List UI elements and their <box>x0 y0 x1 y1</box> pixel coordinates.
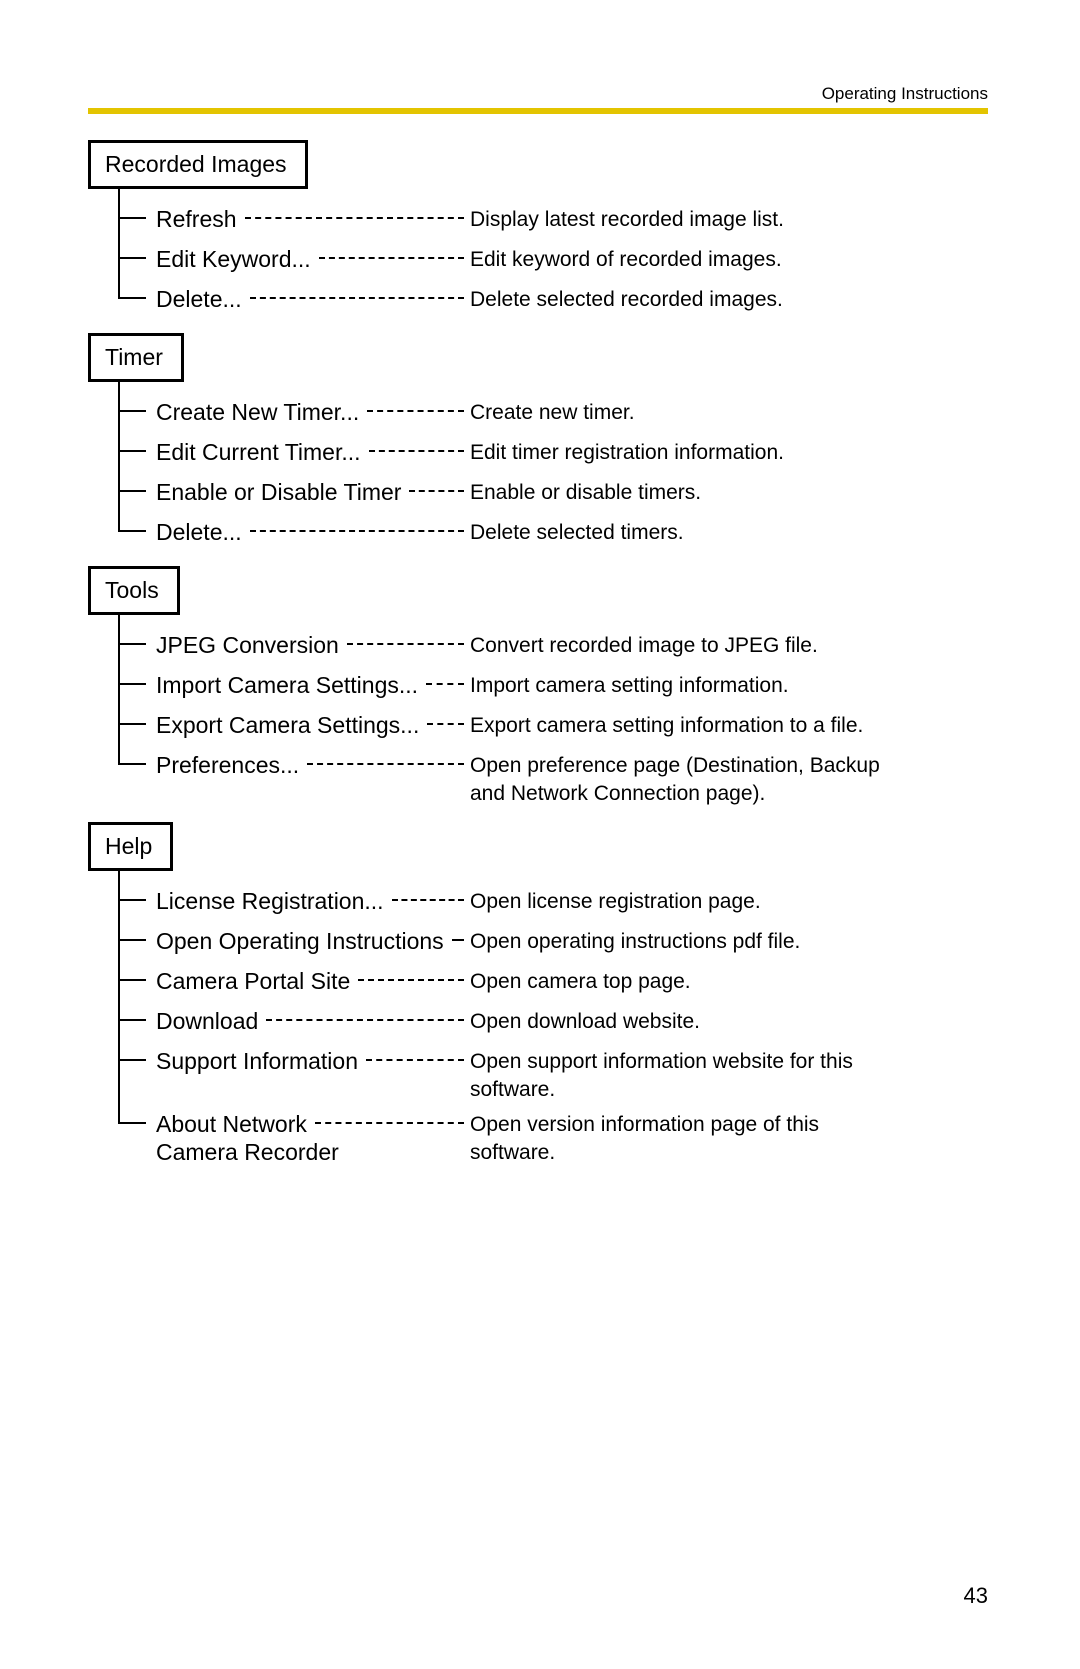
leader-line <box>452 939 464 941</box>
tree-row: Edit Current Timer... Edit timer registra… <box>118 432 988 472</box>
menu-item-label: Import Camera Settings... <box>156 665 456 699</box>
tree-row: Export Camera Settings... Export camera s… <box>118 705 988 745</box>
leader-line <box>319 257 464 259</box>
menu-tree-diagram: Recorded Images Refresh Display latest rec… <box>88 140 988 1181</box>
tree-row: Open Operating Instructions Open operatin… <box>118 921 988 961</box>
section-title: Timer <box>88 333 184 382</box>
menu-item-label: Open Operating Instructions <box>156 921 456 955</box>
tree-row: About Network Camera RecorderOpen versio… <box>118 1104 988 1167</box>
section-tree: Refresh Display latest recorded image lis… <box>118 189 988 319</box>
menu-item-label: Edit Current Timer... <box>156 432 456 466</box>
menu-item-description: Delete selected recorded images. <box>470 279 783 314</box>
leader-line <box>266 1019 464 1021</box>
section-title: Tools <box>88 566 180 615</box>
menu-item-label: License Registration... <box>156 881 456 915</box>
menu-item-label: Create New Timer... <box>156 392 456 426</box>
menu-item-description: Create new timer. <box>470 392 635 427</box>
menu-item-description: Open camera top page. <box>470 961 691 996</box>
menu-item-description: Open support information website for thi… <box>470 1041 890 1104</box>
tree-row: License Registration... Open license regi… <box>118 881 988 921</box>
menu-item-label: Support Information <box>156 1041 456 1075</box>
tree-row: Refresh Display latest recorded image lis… <box>118 199 988 239</box>
menu-item-label: Preferences... <box>156 745 456 779</box>
leader-line <box>245 217 464 219</box>
menu-item-description: Edit timer registration information. <box>470 432 784 467</box>
page-number: 43 <box>964 1583 988 1609</box>
menu-item-description: Open operating instructions pdf file. <box>470 921 800 956</box>
leader-line <box>250 530 464 532</box>
leader-line <box>250 297 464 299</box>
leader-line <box>392 899 464 901</box>
menu-item-label: About Network Camera Recorder <box>156 1104 456 1166</box>
menu-item-description: Delete selected timers. <box>470 512 684 547</box>
section-tree: Create New Timer... Create new timer. Edit… <box>118 382 988 552</box>
tree-row: Download Open download website. <box>118 1001 988 1041</box>
tree-row: Enable or Disable Timer Enable or disable… <box>118 472 988 512</box>
tree-row: Edit Keyword... Edit keyword of recorded … <box>118 239 988 279</box>
menu-item-label: Edit Keyword... <box>156 239 456 273</box>
menu-item-description: Open license registration page. <box>470 881 761 916</box>
tree-row: Preferences... Open preference page (Dest… <box>118 745 988 808</box>
menu-item-description: Display latest recorded image list. <box>470 199 784 234</box>
tree-row: Support Information Open support informat… <box>118 1041 988 1104</box>
menu-item-label: Enable or Disable Timer <box>156 472 456 506</box>
menu-item-description: Edit keyword of recorded images. <box>470 239 782 274</box>
tree-row: Delete... Delete selected timers. <box>118 512 988 552</box>
menu-item-description: Open preference page (Destination, Backu… <box>470 745 890 808</box>
menu-item-description: Open download website. <box>470 1001 700 1036</box>
menu-item-description: Open version information page of this so… <box>470 1104 890 1167</box>
menu-item-label: Delete... <box>156 512 456 546</box>
header-rule <box>88 108 988 114</box>
leader-line <box>307 763 464 765</box>
menu-item-description: Import camera setting information. <box>470 665 789 700</box>
leader-line <box>347 643 464 645</box>
tree-row: Create New Timer... Create new timer. <box>118 392 988 432</box>
section-tree: License Registration... Open license regi… <box>118 871 988 1167</box>
menu-item-label: Download <box>156 1001 456 1035</box>
menu-item-description: Enable or disable timers. <box>470 472 701 507</box>
section-title: Help <box>88 822 173 871</box>
leader-line <box>369 450 464 452</box>
leader-line <box>366 1059 464 1061</box>
section-title: Recorded Images <box>88 140 308 189</box>
menu-item-description: Export camera setting information to a f… <box>470 705 863 740</box>
header-caption: Operating Instructions <box>822 84 988 104</box>
menu-item-description: Convert recorded image to JPEG file. <box>470 625 818 660</box>
leader-line <box>426 683 464 685</box>
menu-item-label: Camera Portal Site <box>156 961 456 995</box>
menu-item-label: Delete... <box>156 279 456 313</box>
menu-item-label: Refresh <box>156 199 456 233</box>
leader-line <box>367 410 464 412</box>
tree-row: Camera Portal Site Open camera top page. <box>118 961 988 1001</box>
leader-line <box>315 1122 464 1124</box>
leader-line <box>409 490 464 492</box>
leader-line <box>427 723 464 725</box>
leader-line <box>358 979 464 981</box>
tree-row: Delete... Delete selected recorded images… <box>118 279 988 319</box>
tree-row: Import Camera Settings... Import camera s… <box>118 665 988 705</box>
menu-item-label: Export Camera Settings... <box>156 705 456 739</box>
tree-row: JPEG Conversion Convert recorded image to… <box>118 625 988 665</box>
section-tree: JPEG Conversion Convert recorded image to… <box>118 615 988 808</box>
menu-item-label: JPEG Conversion <box>156 625 456 659</box>
